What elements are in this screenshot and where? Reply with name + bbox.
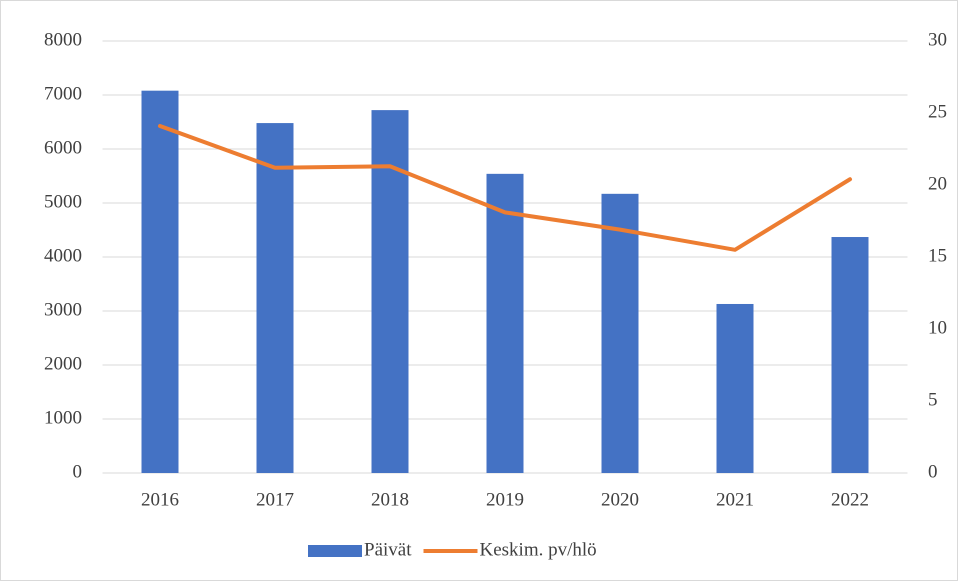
y-tick-label: 5000: [44, 191, 82, 212]
legend-label: Päivät: [364, 539, 412, 560]
y2-tick-label: 10: [928, 317, 947, 338]
y-tick-label: 2000: [44, 353, 82, 374]
bar: [601, 193, 639, 473]
y2-tick-label: 20: [928, 173, 947, 194]
y2-tick-label: 5: [928, 389, 938, 410]
bar: [831, 237, 869, 473]
y-tick-label: 0: [73, 461, 83, 482]
y-tick-label: 1000: [44, 407, 82, 428]
legend-label: Keskim. pv/hlö: [480, 539, 597, 560]
bar: [486, 173, 524, 473]
y-tick-label: 3000: [44, 299, 82, 320]
y-tick-label: 6000: [44, 137, 82, 158]
x-tick-label: 2021: [716, 489, 754, 510]
y-tick-label: 4000: [44, 245, 82, 266]
x-tick-label: 2016: [141, 489, 179, 510]
y2-tick-label: 15: [928, 245, 947, 266]
x-tick-label: 2017: [256, 489, 294, 510]
x-tick-label: 2022: [831, 489, 869, 510]
x-tick-label: 2019: [486, 489, 524, 510]
y-tick-label: 7000: [44, 83, 82, 104]
bar: [716, 303, 754, 473]
y2-tick-label: 25: [928, 101, 947, 122]
x-tick-label: 2018: [371, 489, 409, 510]
y-tick-label: 8000: [44, 29, 82, 50]
legend-swatch: [308, 545, 362, 557]
y2-tick-label: 0: [928, 461, 938, 482]
x-tick-label: 2020: [601, 489, 639, 510]
y2-tick-label: 30: [928, 29, 947, 50]
bar: [141, 90, 179, 474]
bar: [256, 123, 294, 473]
line: [158, 123, 852, 252]
